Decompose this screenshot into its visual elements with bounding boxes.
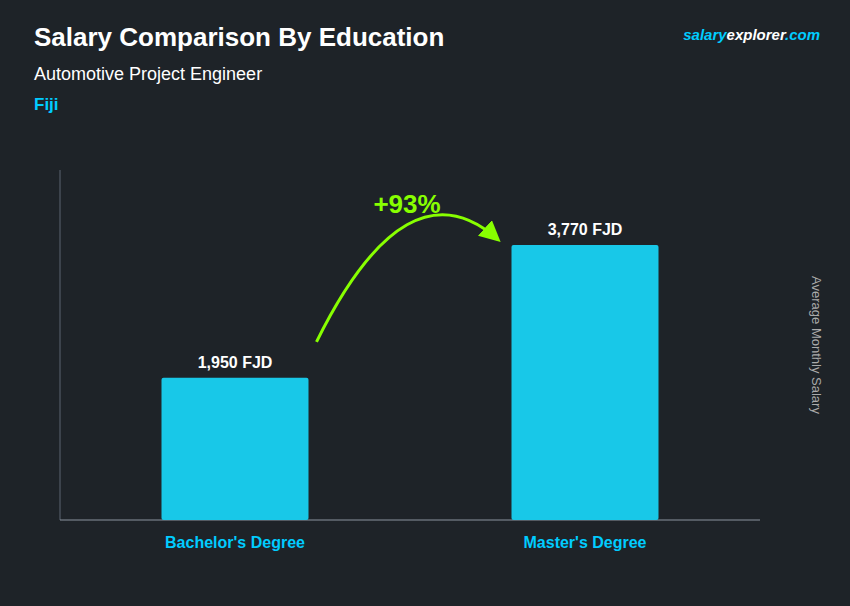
- y-axis-line: [60, 170, 61, 520]
- bar: [512, 245, 659, 520]
- title: Salary Comparison By Education: [34, 22, 444, 52]
- chart: Salary Comparison By Education Automotive…: [0, 0, 850, 606]
- data-label: 1,950 FJD: [198, 354, 273, 371]
- site-label-part: explorer: [727, 26, 787, 43]
- data-label: 3,770 FJD: [548, 221, 623, 238]
- site-label-part: salary: [683, 26, 727, 43]
- y-axis-label: Average Monthly Salary: [809, 276, 824, 414]
- change-arrow: [317, 215, 498, 342]
- site-label: salaryexplorer.com: [683, 26, 820, 43]
- bar: [162, 378, 309, 520]
- background: [0, 0, 850, 606]
- country: Fiji: [34, 95, 59, 114]
- x-tick-label: Master's Degree: [524, 534, 647, 551]
- subtitle: Automotive Project Engineer: [34, 64, 262, 84]
- percent-label: +93%: [373, 189, 440, 219]
- x-tick-label: Bachelor's Degree: [165, 534, 305, 551]
- site-label-part: .com: [785, 26, 820, 43]
- bars: [162, 245, 659, 520]
